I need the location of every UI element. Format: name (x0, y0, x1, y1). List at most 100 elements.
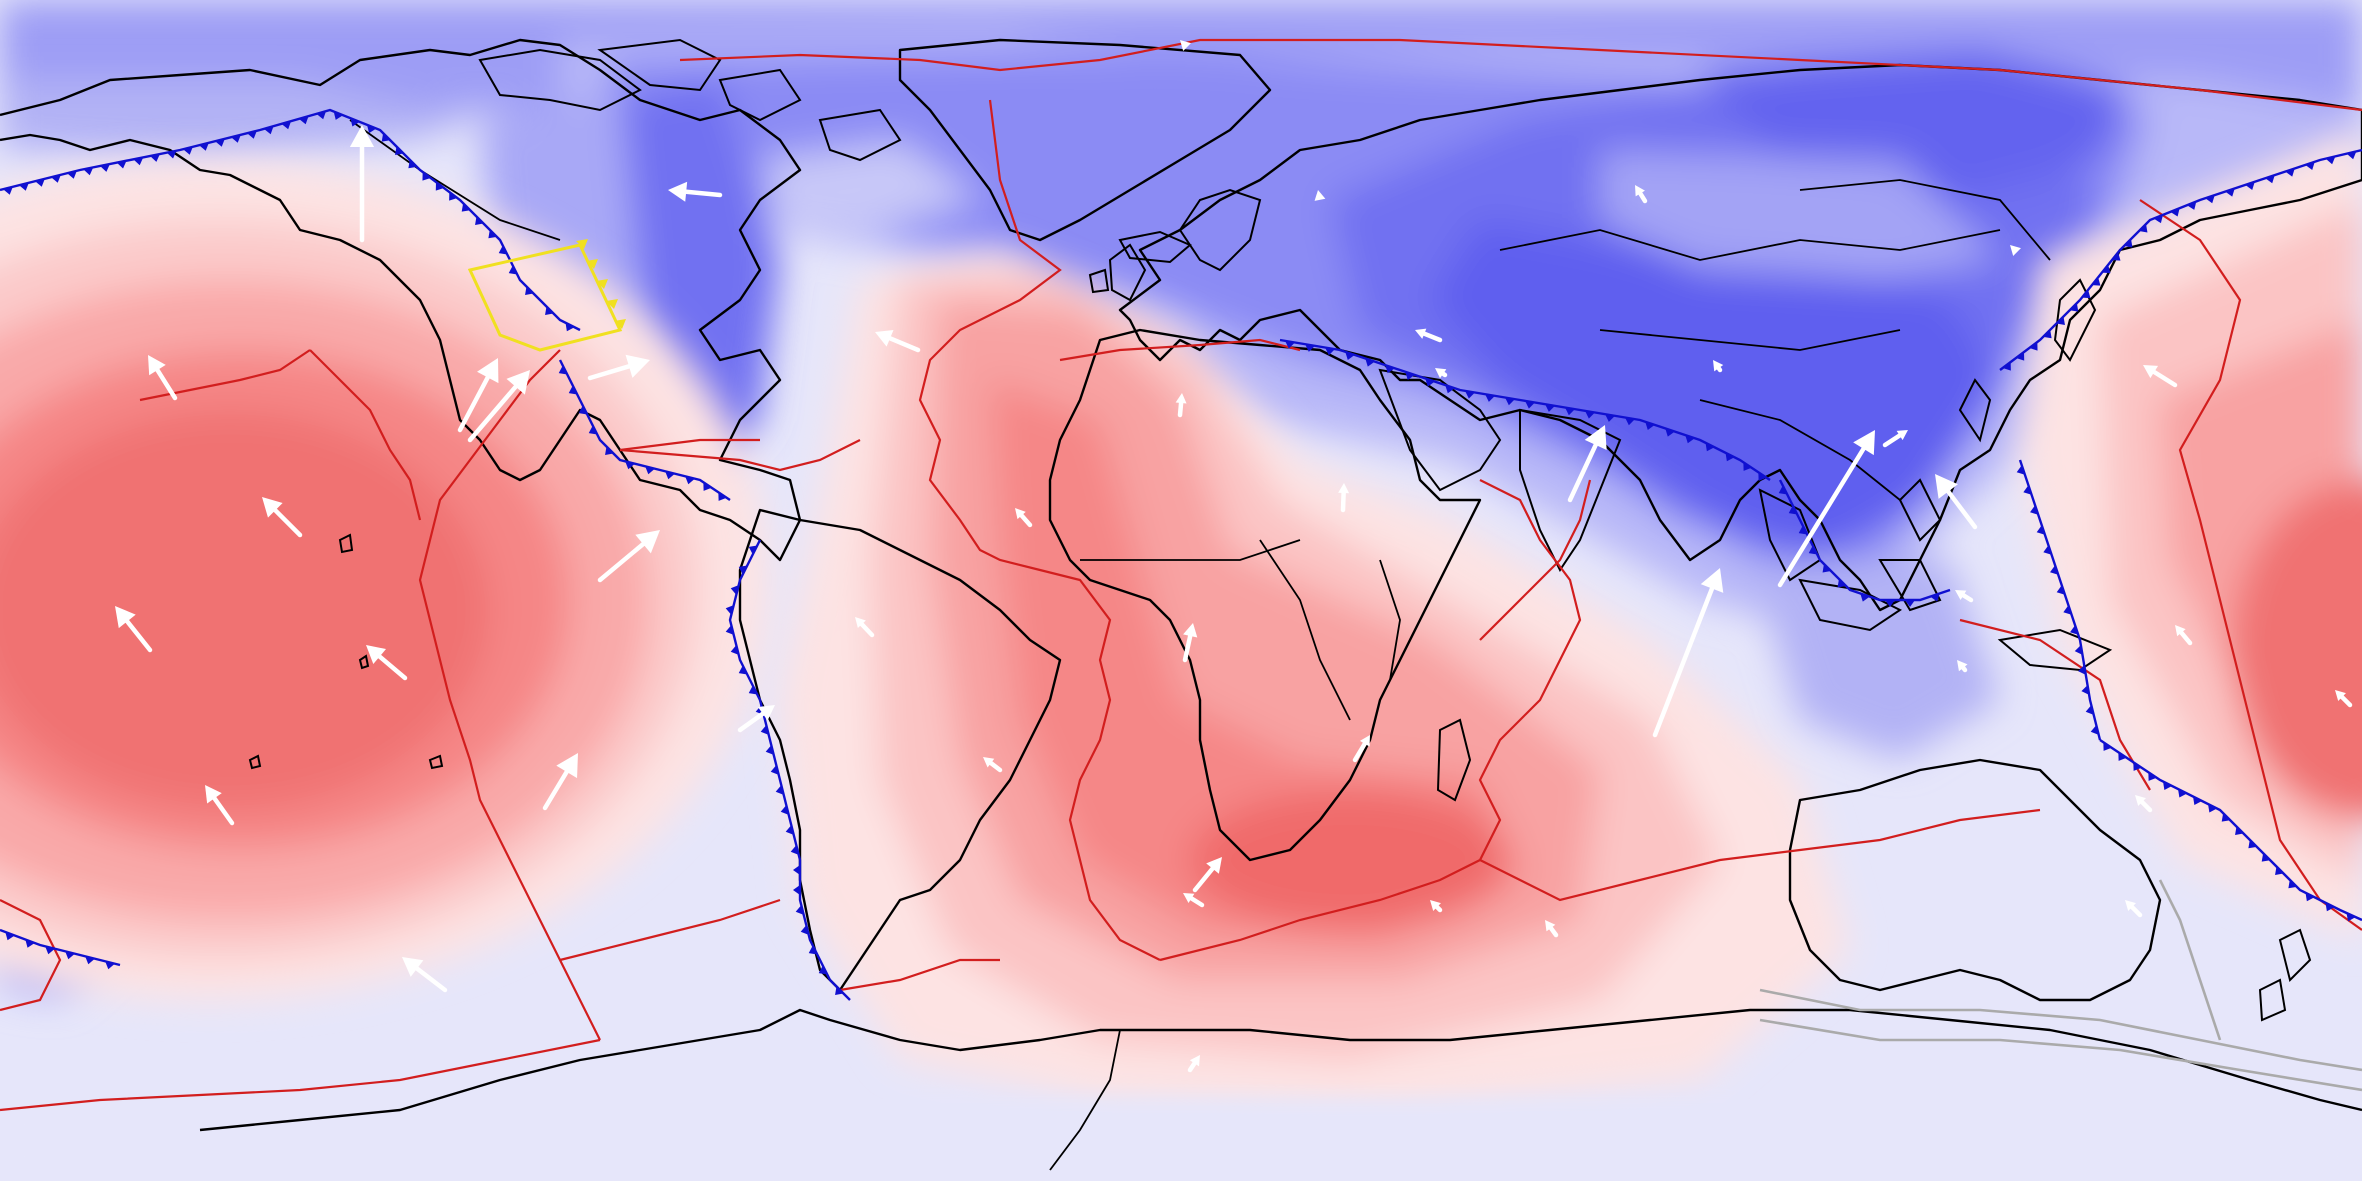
subduction-tooth-icon (738, 565, 748, 575)
subduction-tooth-icon (133, 157, 144, 166)
africa-coastline (1048, 328, 1482, 862)
subduction-tooth-icon (2036, 525, 2045, 535)
subduction-tooth-icon (2305, 892, 2315, 902)
velocity-arrow-icon (1957, 660, 1968, 673)
subduction-tooth-icon (381, 133, 391, 142)
subduction-zone-8 (2099, 739, 2362, 922)
velocity-arrow-icon (1175, 393, 1187, 418)
subduction-tooth-icon (2170, 208, 2180, 217)
velocity-arrow-icon (737, 705, 775, 733)
subduction-tooth-icon (800, 925, 809, 935)
velocity-arrows (115, 40, 2353, 1073)
subduction-tooth-icon (1685, 435, 1695, 444)
subduction-tooth-icon (449, 192, 458, 201)
subduction-tooth-icon (100, 164, 110, 172)
subduction-tooth-icon (2074, 645, 2083, 655)
subduction-tooth-icon (2346, 912, 2356, 922)
subduction-tooth-icon (1822, 563, 1832, 573)
velocity-arrow-icon (1545, 920, 1559, 938)
subduction-tooth-icon (35, 178, 45, 187)
subduction-tooth-icon (83, 167, 94, 176)
subduction-tooth-icon (730, 585, 739, 595)
subduction-tooth-icon (2178, 789, 2187, 798)
subduction-tooth-icon (3, 186, 13, 195)
subduction-tooth-icon (183, 146, 193, 155)
highlight-block (467, 239, 626, 352)
subduction-tooth-icon (1808, 545, 1818, 555)
subduction-tooth-icon (1930, 593, 1940, 602)
velocity-arrow-icon (1192, 857, 1222, 893)
subduction-tooth-icon (2208, 804, 2217, 813)
velocity-arrow-icon (1314, 190, 1326, 201)
subduction-zone-1 (0, 108, 581, 332)
subduction-tooth-icon (2063, 605, 2072, 615)
south-america-coastline (738, 508, 1062, 992)
subduction-tooth-icon (785, 825, 794, 835)
subduction-tooth-icon (1325, 347, 1335, 356)
positive-field-pacific (0, 160, 770, 1000)
subduction-tooth-icon (775, 785, 784, 795)
subduction-tooth-icon (1305, 344, 1315, 352)
velocity-arrow-icon (2143, 365, 2178, 388)
subduction-tooth-icon (1385, 365, 1395, 374)
velocity-arrow-icon (1567, 425, 1607, 503)
subduction-tooth-icon (408, 159, 417, 169)
subduction-tooth-icon (1860, 593, 1870, 602)
subduction-tooth-icon (2043, 545, 2052, 555)
subduction-tooth-icon (1465, 390, 1475, 399)
subduction-tooth-icon (2133, 762, 2142, 771)
subduction-tooth-icon (790, 845, 799, 855)
subduction-tooth-icon (67, 170, 77, 179)
highlight-tooth-icon (614, 319, 626, 329)
subduction-tooth-icon (1445, 385, 1455, 394)
subduction-tooth-icon (1505, 397, 1515, 406)
subduction-tooth-icon (2193, 796, 2202, 806)
positive-field-east (2020, 130, 2362, 940)
velocity-arrow-icon (1882, 430, 1908, 448)
highlight-tooth-icon (596, 279, 608, 289)
subduction-tooth-icon (645, 466, 655, 475)
subduction-tooth-icon (1545, 404, 1555, 412)
highlight-tooth-icon (576, 239, 588, 249)
subduction-tooth-icon (2163, 781, 2172, 791)
subduction-tooth-icon (2325, 156, 2336, 165)
velocity-arrow-icon (875, 330, 921, 353)
greenland-coastline (898, 38, 1272, 242)
subduction-tooth-icon (818, 965, 828, 975)
subduction-tooth-icon (215, 138, 225, 147)
velocity-arrow-icon (1935, 474, 1978, 530)
subduction-tooth-icon (2101, 264, 2111, 274)
subduction-tooth-icon (105, 961, 115, 970)
subduction-tooth-icon (2043, 329, 2052, 339)
secondary-boundaries (1759, 879, 2362, 1092)
subduction-tooth-icon (2123, 238, 2133, 248)
subduction-tooth-icon (2275, 866, 2284, 875)
subduction-tooth-icon (19, 182, 29, 191)
subduction-zone-6 (1999, 148, 2362, 371)
velocity-arrow-icon (115, 606, 153, 653)
subduction-tooth-icon (367, 124, 377, 134)
subduction-tooth-icon (565, 322, 575, 332)
antarctica-coastline (199, 1008, 2362, 1132)
subduction-tooth-icon (793, 865, 800, 875)
subduction-tooth-icon (1405, 371, 1415, 380)
velocity-arrow-icon (597, 530, 660, 583)
subduction-tooth-icon (25, 939, 35, 948)
velocity-arrow-icon (457, 358, 499, 433)
subduction-tooth-icon (2285, 168, 2295, 177)
subduction-tooth-icon (568, 385, 578, 395)
subduction-tooth-icon (247, 130, 257, 139)
subduction-tooth-icon (1705, 442, 1715, 452)
velocity-arrow-icon (1187, 1055, 1200, 1073)
subduction-tooth-icon (2091, 277, 2101, 286)
mid-atlantic-ridge (918, 99, 1161, 961)
velocity-arrow-icon (668, 181, 723, 202)
subduction-tooth-icon (2050, 565, 2059, 575)
subduction-tooth-icon (263, 126, 274, 135)
subduction-zone-3 (728, 539, 851, 1001)
subduction-tooth-icon (2221, 813, 2231, 822)
subduction-tooth-icon (588, 425, 598, 435)
subduction-tooth-icon (665, 471, 675, 480)
